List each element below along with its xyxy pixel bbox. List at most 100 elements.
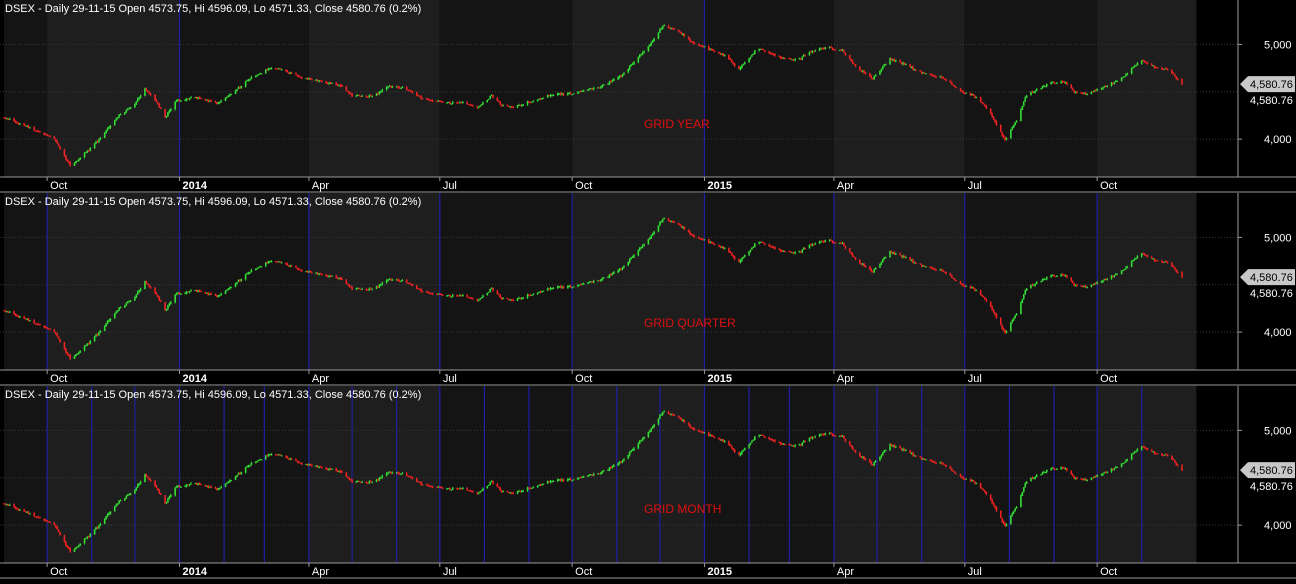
candle-body — [1092, 284, 1094, 286]
candle-body — [641, 245, 644, 248]
candle-body — [325, 274, 327, 276]
candle-body — [85, 538, 87, 540]
candle-body — [518, 105, 520, 107]
candle-body — [1104, 472, 1107, 474]
candle-body — [256, 267, 258, 270]
candle-body — [86, 343, 89, 346]
candle-body — [436, 487, 438, 489]
candle-body — [617, 463, 619, 466]
candle-body — [180, 100, 182, 102]
candle-body — [1161, 453, 1163, 456]
candle-body — [728, 55, 730, 60]
candle-body — [800, 251, 802, 253]
candle-body — [369, 288, 372, 290]
candle-body — [335, 275, 338, 279]
candle-body — [672, 414, 674, 416]
candle-body — [1176, 78, 1179, 80]
candle-body — [810, 437, 812, 439]
candle-body — [359, 288, 362, 290]
candle-body — [1020, 109, 1022, 122]
candle-body — [883, 64, 886, 67]
candle-body — [408, 90, 411, 92]
candle-body — [994, 312, 996, 315]
candle-body — [358, 288, 361, 290]
candle-body — [1005, 138, 1008, 140]
candle-body — [779, 442, 782, 445]
candle-body — [459, 488, 461, 490]
candle-body — [37, 517, 40, 519]
candle-body — [571, 480, 573, 482]
candle-body — [1005, 524, 1008, 526]
candle-body — [571, 287, 573, 289]
candle-body — [923, 458, 926, 460]
candle-body — [227, 481, 230, 483]
candle-body — [864, 265, 867, 267]
candle-body — [1041, 472, 1044, 475]
candle-body — [24, 511, 27, 513]
candle-body — [240, 86, 243, 88]
candle-body — [722, 53, 724, 56]
candle-body — [395, 472, 398, 474]
candle-body — [953, 471, 956, 474]
candle-body — [581, 91, 584, 93]
candle-body — [447, 102, 450, 104]
candle-body — [1056, 83, 1058, 85]
candle-body — [165, 502, 168, 504]
candle-body — [1040, 281, 1042, 283]
candle-body — [14, 506, 17, 509]
candle-body — [623, 72, 625, 75]
candle-body — [831, 48, 834, 50]
candle-body — [67, 547, 70, 549]
candle-body — [316, 465, 319, 468]
candle-body — [602, 277, 605, 279]
candle-body — [479, 298, 481, 300]
candle-body — [1162, 69, 1165, 71]
candle-body — [1163, 261, 1166, 263]
candle-body — [965, 478, 968, 480]
candle-body — [556, 479, 559, 481]
candle-body — [771, 246, 773, 248]
candle-body — [641, 438, 644, 441]
candle-body — [999, 317, 1002, 325]
candle-body — [670, 28, 673, 30]
plot-band — [4, 0, 48, 177]
candle-body — [367, 289, 369, 291]
candle-body — [1090, 477, 1093, 481]
candle-body — [1155, 67, 1157, 69]
candle-body — [226, 96, 228, 98]
candle-body — [841, 436, 844, 438]
candle-body — [450, 489, 453, 491]
candle-body — [36, 323, 38, 325]
candle-body — [295, 266, 297, 268]
candle-body — [89, 533, 92, 537]
candle-body — [8, 118, 11, 120]
candle-body — [742, 449, 745, 452]
candle-body — [103, 326, 106, 331]
candle-body — [1162, 455, 1165, 457]
candle-body — [139, 481, 142, 484]
candle-body — [456, 101, 458, 103]
candle-body — [420, 481, 422, 485]
candle-body — [136, 98, 139, 102]
candle-body — [532, 294, 535, 296]
candle-body — [24, 318, 27, 320]
candle-body — [367, 96, 369, 98]
candle-body — [801, 249, 804, 253]
candle-body — [57, 143, 60, 146]
candle-body — [720, 53, 723, 55]
candle-body — [919, 456, 922, 458]
candle-body — [380, 91, 382, 93]
candle-body — [139, 95, 142, 98]
candle-body — [1103, 86, 1106, 88]
candle-body — [367, 482, 369, 484]
candle-body — [326, 83, 329, 85]
candle-body — [103, 519, 106, 524]
candle-body — [29, 320, 31, 322]
candle-body — [794, 444, 796, 447]
candle-body — [426, 291, 428, 293]
x-tick-label: Apr — [837, 180, 854, 192]
candle-body — [106, 514, 109, 517]
candle-body — [49, 135, 51, 137]
candle-body — [539, 98, 542, 100]
candle-body — [54, 525, 57, 527]
